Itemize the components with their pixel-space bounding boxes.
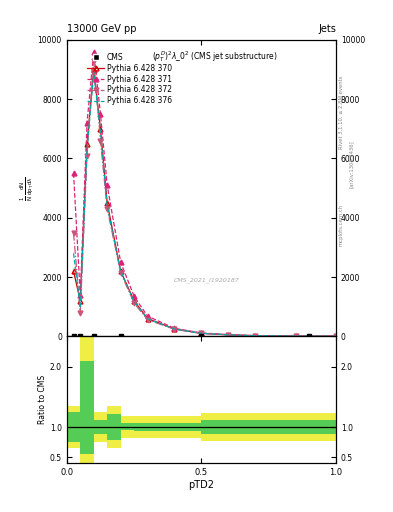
- Text: [arXiv:1306.3436]: [arXiv:1306.3436]: [349, 140, 354, 188]
- Text: Jets: Jets: [318, 24, 336, 34]
- Text: Rivet 3.1.10, ≥ 2.8M events: Rivet 3.1.10, ≥ 2.8M events: [339, 76, 344, 150]
- Text: CMS_2021_I1920187: CMS_2021_I1920187: [174, 278, 240, 283]
- Legend: CMS, Pythia 6.428 370, Pythia 6.428 371, Pythia 6.428 372, Pythia 6.428 376: CMS, Pythia 6.428 370, Pythia 6.428 371,…: [84, 50, 175, 109]
- X-axis label: pTD2: pTD2: [188, 480, 215, 490]
- Text: 13000 GeV pp: 13000 GeV pp: [67, 24, 136, 34]
- Text: mcplots.cern.ch: mcplots.cern.ch: [339, 204, 344, 246]
- Y-axis label: $\mathregular{\frac{1}{N}}\,\mathregular{\frac{dN}{dp_T\,d\lambda}}$: $\mathregular{\frac{1}{N}}\,\mathregular…: [18, 176, 35, 201]
- Y-axis label: Ratio to CMS: Ratio to CMS: [38, 375, 47, 424]
- Text: $(p_T^D)^2\lambda\_0^2$ (CMS jet substructure): $(p_T^D)^2\lambda\_0^2$ (CMS jet substru…: [152, 49, 278, 63]
